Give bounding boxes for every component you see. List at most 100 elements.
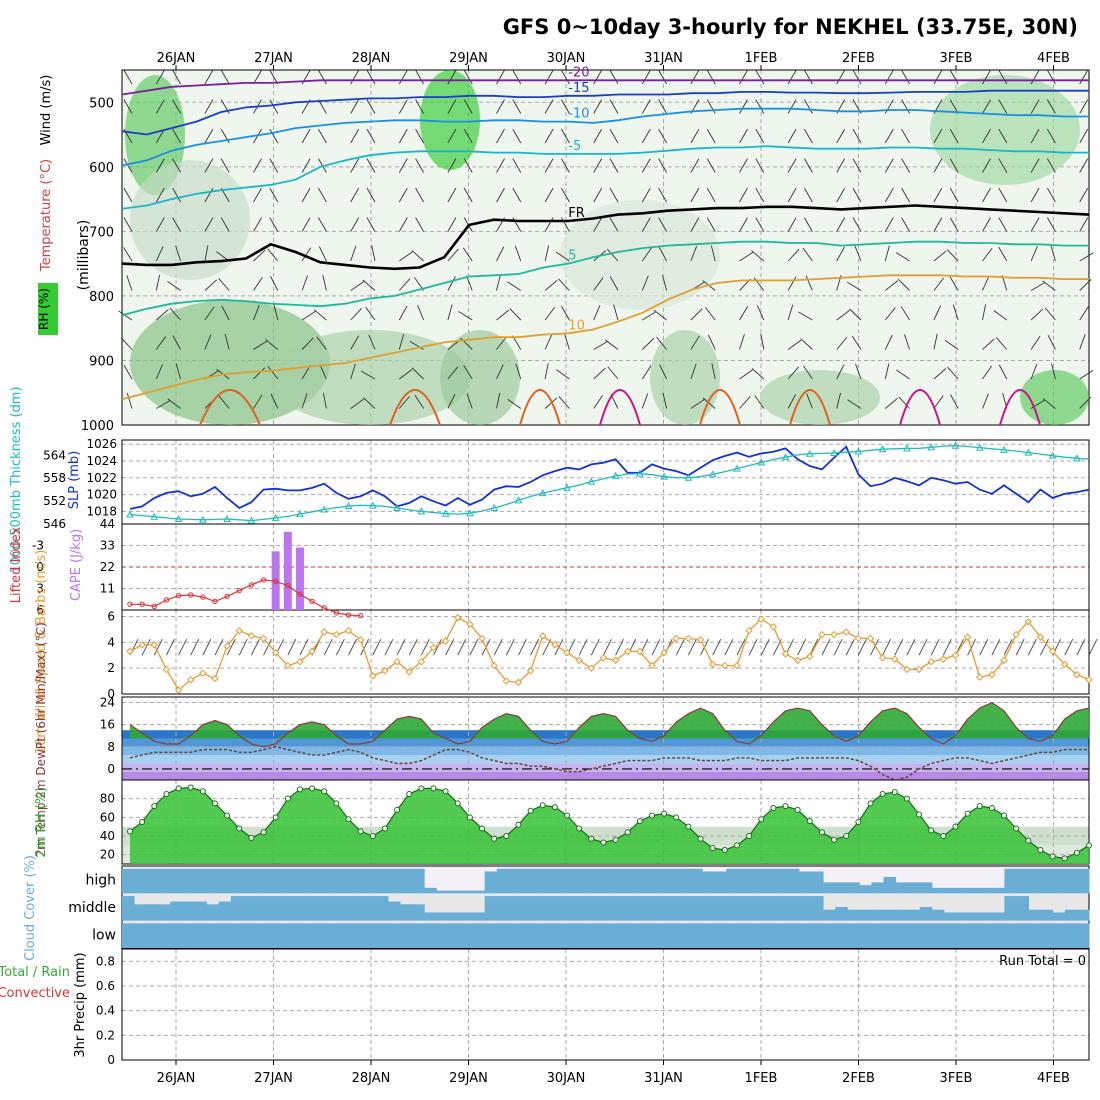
wind-speed-point: [988, 670, 996, 679]
wind-barb: [204, 279, 218, 291]
cloud-middle: [605, 896, 619, 921]
wind-barb: [949, 99, 959, 114]
wind-barb: [318, 217, 327, 232]
wind-barb: [398, 333, 405, 350]
wind-barb-10m: [323, 639, 333, 656]
date-label-bottom: 28JAN: [352, 1071, 391, 1086]
cloud-low: [508, 923, 522, 948]
wind-barb: [901, 99, 910, 114]
cloud-middle: [339, 896, 353, 921]
wind-barb: [898, 396, 910, 409]
cloud-low: [1040, 923, 1054, 948]
thickness-point: [781, 453, 790, 461]
cloud-low: [762, 923, 776, 948]
wind-barb: [366, 128, 376, 144]
wind-barb: [463, 158, 473, 173]
cloud-middle: [1028, 909, 1042, 921]
rh-point: [661, 810, 668, 817]
wind-barb: [998, 246, 1008, 262]
chart-text: 26JAN 26JAN 27JAN 27JAN 28JAN 28JAN 29JAN 29JAN…: [0, 51, 1086, 1086]
wind-speed-point: [878, 654, 887, 662]
wind-barb: [900, 306, 910, 321]
slp-tick: 1018: [86, 504, 117, 518]
wind-barb: [544, 158, 554, 173]
wind-barb: [1079, 187, 1089, 203]
rh-point: [636, 818, 643, 825]
cloud-middle: [907, 909, 921, 921]
wind-barb: [155, 69, 165, 85]
wind-barb-10m: [918, 639, 928, 656]
cloud-low: [254, 923, 268, 948]
wind-barb: [350, 187, 360, 203]
cloud-high: [726, 868, 739, 894]
wind-speed-point: [247, 632, 256, 640]
wind-barb: [301, 310, 316, 321]
cloud-middle: [254, 896, 268, 921]
wind-barb: [739, 369, 753, 380]
wind-barb: [319, 364, 327, 380]
date-label-top: 29JAN: [449, 51, 488, 66]
wind-speed-point: [733, 661, 741, 670]
cloud-high: [690, 868, 703, 894]
thickness-tick: 564: [43, 448, 66, 462]
cloud-low: [738, 923, 752, 948]
wind-barb: [690, 335, 700, 350]
wind-barb: [350, 158, 360, 173]
wind-barb: [269, 99, 279, 114]
cloud-low: [412, 923, 425, 948]
dewpoint-line: [129, 746, 1089, 781]
wind-barb: [658, 246, 667, 262]
rh-fill: [130, 787, 1089, 864]
cloud-high: [545, 868, 558, 894]
wind-barb: [221, 305, 230, 321]
wind-barb: [593, 99, 603, 114]
wind-barb: [366, 99, 376, 114]
rh-point: [1061, 855, 1068, 862]
cloud-high: [424, 887, 437, 894]
cloud-high: [859, 885, 872, 894]
wind-barb: [1042, 280, 1056, 291]
cloud-low: [387, 923, 401, 948]
wind-barb: [561, 158, 570, 173]
cloud-high: [835, 882, 848, 894]
temperature-axis-label: Temperature (°C): [39, 159, 54, 272]
wind-barb: [852, 187, 862, 203]
slp-tick: 1020: [86, 488, 117, 502]
wind-barb: [836, 217, 846, 232]
cloud-middle: [424, 912, 437, 921]
wind-barb: [301, 128, 311, 144]
cloud-middle: [919, 907, 933, 921]
wind-barb: [1051, 363, 1056, 380]
wind-barb: [641, 338, 655, 350]
rh-point: [758, 816, 765, 823]
rh-point: [454, 800, 461, 807]
wind-barb: [318, 246, 327, 262]
wind-barb: [836, 310, 850, 321]
thickness-point: [296, 510, 304, 518]
rh-point: [139, 819, 146, 825]
wind-barb: [609, 99, 619, 114]
cloud-low: [665, 923, 679, 948]
wind-barb: [787, 248, 800, 262]
wind-barb: [398, 69, 408, 85]
wind-speed-point: [332, 630, 341, 639]
cloud-empty: [436, 866, 449, 894]
cloud-low: [291, 923, 304, 948]
wind-barb: [496, 128, 505, 144]
wind-barb: [884, 363, 890, 380]
cloud-high: [496, 868, 510, 894]
lifted-index-point: [248, 582, 255, 588]
wind-speed-point: [454, 614, 462, 622]
isotherm--15: [121, 89, 1089, 136]
wind-barb: [1079, 158, 1089, 173]
temperature-tick: 8: [107, 740, 115, 754]
rh-point: [199, 788, 206, 795]
wind-barb: [847, 399, 862, 409]
wind-barb: [982, 69, 991, 85]
cloud-middle: [823, 909, 836, 921]
rh-point: [697, 835, 704, 842]
wind-barb: [398, 395, 410, 409]
rh-point: [187, 784, 194, 791]
wind-barb: [836, 128, 846, 144]
cloud-high: [653, 868, 667, 894]
